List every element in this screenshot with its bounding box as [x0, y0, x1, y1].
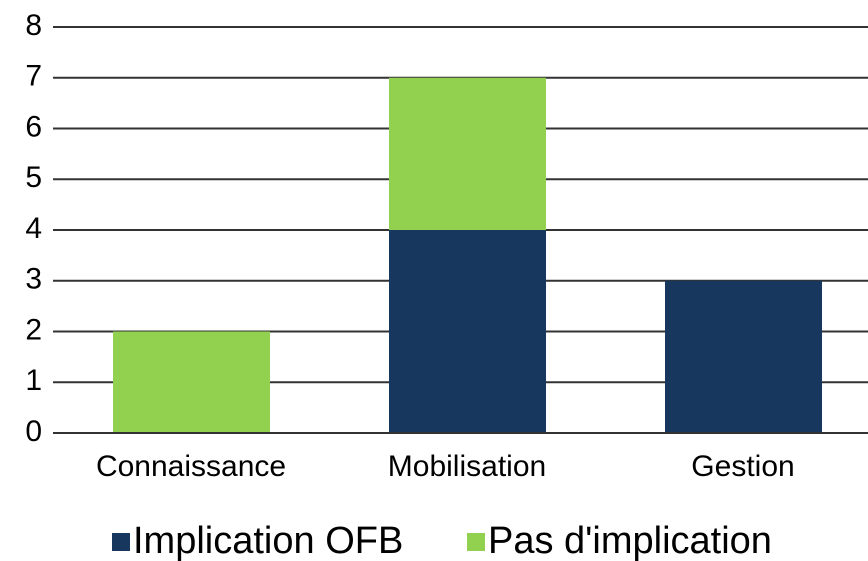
y-tick-label: 8 — [25, 9, 42, 42]
legend-text: Pas d'implication — [488, 520, 772, 561]
bar-segment — [665, 280, 822, 433]
y-tick-label: 5 — [25, 161, 42, 194]
y-tick-label: 0 — [25, 415, 42, 448]
x-tick-label: Mobilisation — [388, 450, 546, 483]
legend-swatch — [467, 533, 485, 551]
x-tick-label: Gestion — [691, 450, 794, 483]
y-tick-label: 6 — [25, 110, 42, 143]
legend-text: Implication OFB — [133, 520, 403, 561]
y-tick-label: 2 — [25, 313, 42, 346]
y-tick-label: 7 — [25, 60, 42, 93]
y-tick-label: 3 — [25, 263, 42, 296]
bar-segment — [389, 77, 546, 230]
y-tick-label: 4 — [25, 212, 42, 245]
x-tick-label: Connaissance — [96, 450, 286, 483]
bar-segment — [113, 331, 270, 433]
y-tick-label: 1 — [25, 364, 42, 397]
legend-swatch — [112, 533, 130, 551]
bar-segment — [389, 230, 546, 433]
